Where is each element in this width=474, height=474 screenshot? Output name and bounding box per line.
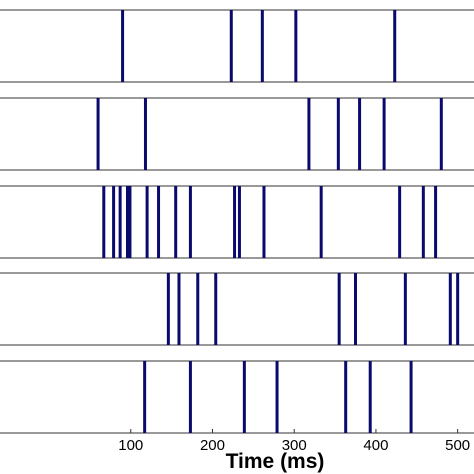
trial-panel [0,360,474,434]
trial-panel [0,9,474,83]
x-tick-label: 500 [445,437,470,454]
trial-panels [0,9,474,434]
trial-panel [0,272,474,346]
x-axis-ticks: 100 200 300 400 500 [118,429,470,454]
x-tick-label: 100 [118,437,143,454]
trial-panel [0,97,474,171]
trial-panel [0,185,474,259]
trial-frame [0,9,474,83]
x-tick-label: 200 [200,437,225,454]
x-axis-label: Time (ms) [226,450,325,473]
trial-frame [0,97,474,171]
x-tick-label: 300 [282,437,307,454]
trial-frame [0,272,474,346]
trial-frame [0,185,474,259]
trial-frame [0,360,474,434]
x-tick-label: 400 [363,437,388,454]
